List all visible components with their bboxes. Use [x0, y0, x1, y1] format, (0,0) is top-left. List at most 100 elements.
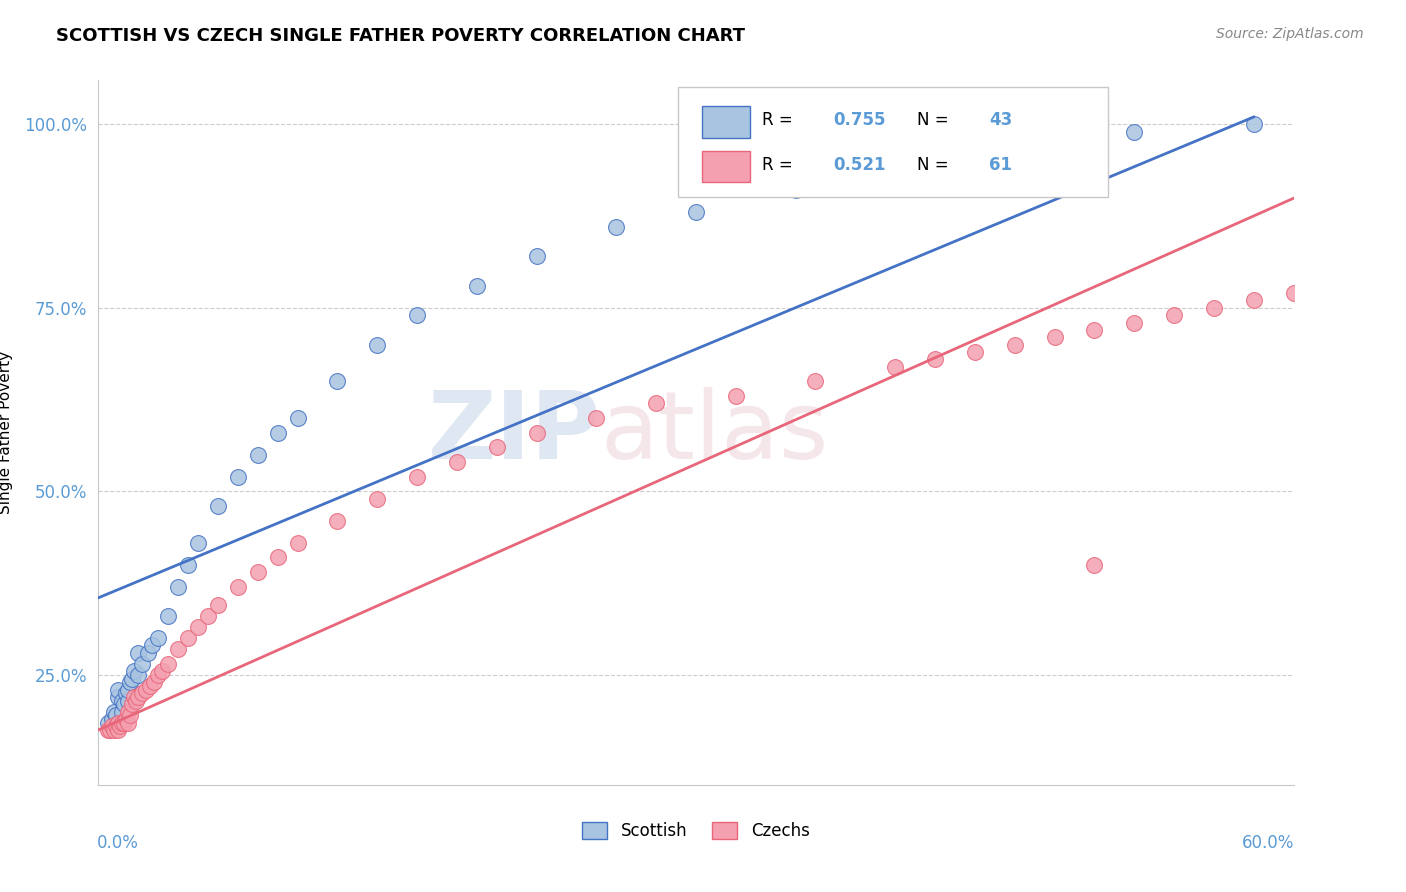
Point — [107, 715, 129, 730]
Point — [366, 491, 388, 506]
Point — [785, 183, 807, 197]
Point — [139, 679, 162, 693]
Text: 61: 61 — [988, 156, 1012, 174]
Point — [110, 719, 132, 733]
Point — [645, 396, 668, 410]
Point — [148, 631, 170, 645]
Text: R =: R = — [762, 156, 797, 174]
Point — [187, 535, 209, 549]
Point — [1123, 125, 1146, 139]
Point — [115, 712, 138, 726]
Point — [135, 682, 157, 697]
Text: 0.755: 0.755 — [834, 112, 886, 129]
Text: Source: ZipAtlas.com: Source: ZipAtlas.com — [1216, 27, 1364, 41]
Point — [120, 708, 142, 723]
Point — [963, 344, 986, 359]
Point — [1004, 146, 1026, 161]
Bar — [702, 151, 749, 183]
Point — [157, 609, 180, 624]
Point — [148, 668, 170, 682]
Point — [246, 565, 269, 579]
Point — [1083, 558, 1105, 572]
Point — [526, 425, 548, 440]
Point — [177, 558, 200, 572]
Point — [125, 693, 148, 707]
Point — [107, 715, 129, 730]
Point — [97, 715, 120, 730]
Point — [406, 469, 429, 483]
Point — [226, 469, 249, 483]
Point — [141, 639, 163, 653]
Text: atlas: atlas — [600, 386, 828, 479]
Point — [924, 352, 946, 367]
Text: N =: N = — [917, 112, 953, 129]
Point — [121, 697, 143, 711]
Point — [1004, 337, 1026, 351]
Point — [117, 705, 139, 719]
Point — [724, 389, 747, 403]
Point — [287, 535, 309, 549]
Point — [121, 672, 143, 686]
Text: 60.0%: 60.0% — [1243, 834, 1295, 852]
Point — [465, 278, 488, 293]
Text: 43: 43 — [988, 112, 1012, 129]
Point — [157, 657, 180, 671]
Point — [326, 514, 349, 528]
Point — [585, 411, 607, 425]
Point — [112, 697, 135, 711]
Point — [167, 580, 190, 594]
Point — [127, 668, 149, 682]
Point — [150, 664, 173, 678]
Point — [207, 499, 229, 513]
Point — [112, 715, 135, 730]
Point — [115, 686, 138, 700]
Point — [124, 690, 146, 704]
Point — [131, 686, 153, 700]
Point — [97, 723, 120, 737]
Point — [143, 675, 166, 690]
FancyBboxPatch shape — [678, 87, 1108, 196]
Point — [167, 642, 190, 657]
Point — [124, 664, 146, 678]
Point — [127, 646, 149, 660]
Point — [127, 690, 149, 704]
Point — [1322, 278, 1344, 293]
Text: R =: R = — [762, 112, 797, 129]
Point — [1243, 293, 1265, 308]
Point — [101, 719, 124, 733]
Text: SCOTTISH VS CZECH SINGLE FATHER POVERTY CORRELATION CHART: SCOTTISH VS CZECH SINGLE FATHER POVERTY … — [56, 27, 745, 45]
Point — [117, 715, 139, 730]
Point — [246, 448, 269, 462]
Point — [103, 723, 125, 737]
Point — [107, 690, 129, 704]
Point — [366, 337, 388, 351]
Point — [187, 620, 209, 634]
Text: ZIP: ZIP — [427, 386, 600, 479]
Point — [526, 250, 548, 264]
Point — [131, 657, 153, 671]
Point — [1282, 286, 1305, 301]
Point — [177, 631, 200, 645]
Point — [197, 609, 219, 624]
Point — [107, 682, 129, 697]
Point — [326, 374, 349, 388]
Legend: Scottish, Czechs: Scottish, Czechs — [575, 815, 817, 847]
Point — [117, 693, 139, 707]
Point — [103, 705, 125, 719]
Point — [98, 723, 122, 737]
Point — [111, 715, 134, 730]
Point — [1123, 316, 1146, 330]
Point — [111, 705, 134, 719]
Point — [804, 374, 827, 388]
Text: 0.0%: 0.0% — [97, 834, 139, 852]
Point — [117, 682, 139, 697]
Y-axis label: Single Father Poverty: Single Father Poverty — [0, 351, 13, 514]
Point — [1402, 264, 1406, 278]
Point — [101, 712, 124, 726]
Point — [485, 440, 508, 454]
Point — [884, 161, 907, 176]
Point — [884, 359, 907, 374]
Point — [1362, 271, 1385, 285]
Text: 0.521: 0.521 — [834, 156, 886, 174]
Point — [111, 693, 134, 707]
